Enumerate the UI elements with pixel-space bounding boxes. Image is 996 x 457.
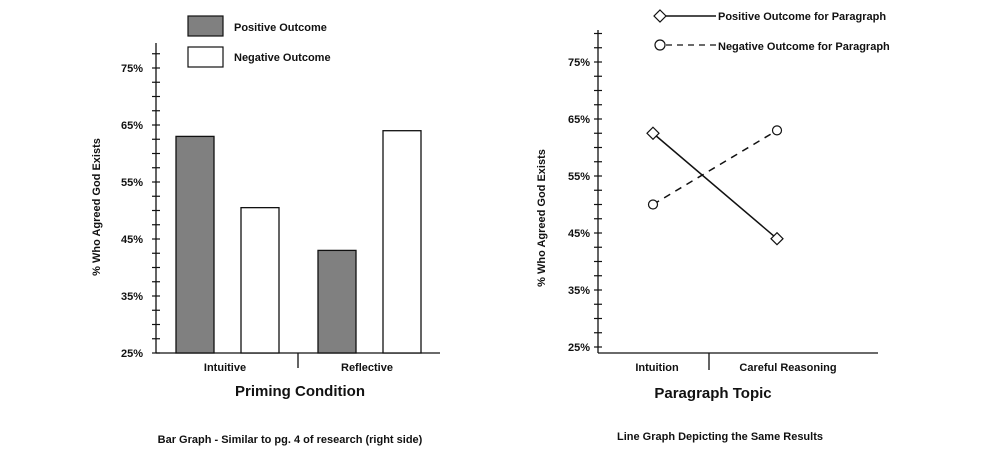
line-y-tick-label: 55% (568, 171, 590, 183)
legend-marker-circle (654, 39, 666, 51)
bar-y-tick-label: 25% (121, 348, 143, 360)
data-point-circle (771, 125, 783, 136)
legend-label-positive: Positive Outcome (234, 22, 327, 34)
line-y-tick-label: 25% (568, 342, 590, 354)
bar-y-tick-label: 75% (121, 63, 143, 75)
bar-caption: Bar Graph - Similar to pg. 4 of research… (158, 434, 423, 446)
bar-y-tick-label: 55% (121, 177, 143, 189)
line-y-tick-label: 65% (568, 114, 590, 126)
bar-x-axis-title: Priming Condition (235, 383, 365, 400)
bar (317, 249, 357, 354)
legend-swatch-negative (187, 46, 224, 68)
legend-label-negative: Negative Outcome (234, 52, 331, 64)
line-x-axis-title: Paragraph Topic (654, 385, 771, 402)
bar-y-tick-label: 45% (121, 234, 143, 246)
data-point-diamond (646, 126, 660, 141)
line-category-label: Careful Reasoning (739, 362, 836, 374)
legend-label-positive-paragraph: Positive Outcome for Paragraph (718, 11, 886, 23)
bar-category-label: Intuitive (204, 362, 246, 374)
legend-swatch-positive (187, 15, 224, 37)
data-point-diamond (770, 231, 784, 246)
line-chart: Positive Outcome for Paragraph Negative … (536, 9, 890, 443)
line-y-tick-label: 35% (568, 285, 590, 297)
data-point-circle (647, 199, 659, 210)
bar (240, 206, 280, 354)
bar-y-axis-title: % Who Agreed God Exists (91, 138, 103, 276)
series-line (652, 129, 778, 206)
bar-y-tick-label: 65% (121, 120, 143, 132)
line-category-label: Intuition (635, 362, 679, 374)
bar-chart: Positive Outcome Negative Outcome 75% 65%… (91, 15, 440, 446)
line-y-tick-label: 45% (568, 228, 590, 240)
line-y-axis-title: % Who Agreed God Exists (536, 149, 548, 287)
bar-y-tick-label: 35% (121, 291, 143, 303)
bar-category-label: Reflective (341, 362, 393, 374)
line-y-tick-label: 75% (568, 57, 590, 69)
legend-label-negative-paragraph: Negative Outcome for Paragraph (718, 41, 890, 53)
line-caption: Line Graph Depicting the Same Results (617, 431, 823, 443)
bar (382, 130, 422, 354)
legend-marker-diamond (653, 9, 667, 23)
series-line (652, 132, 778, 240)
bar (175, 135, 215, 354)
